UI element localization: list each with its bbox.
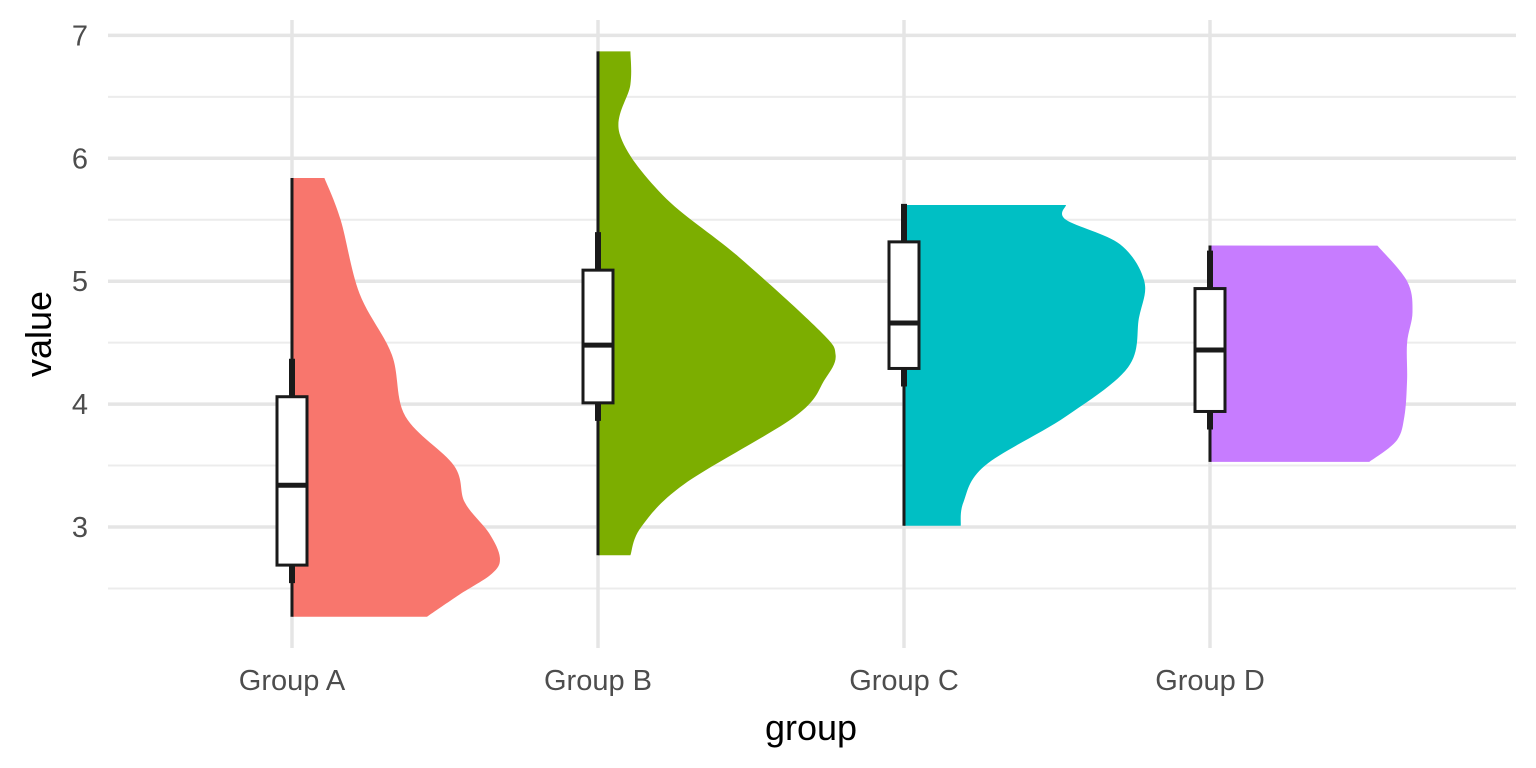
violin-group-a: [292, 177, 500, 617]
y-tick-label: 7: [72, 20, 88, 52]
y-axis-title: value: [18, 291, 59, 377]
x-axis-ticks: Group A Group B Group C Group D: [239, 665, 1265, 697]
box-group-c: [887, 240, 921, 370]
y-tick-label: 5: [72, 266, 88, 298]
box-group-b: [581, 268, 615, 405]
x-tick-label: Group A: [239, 665, 346, 697]
x-axis-title: group: [765, 707, 857, 748]
x-tick-label: Group B: [544, 665, 652, 697]
y-tick-label: 4: [72, 389, 88, 421]
y-axis-ticks: 3 4 5 6 7: [72, 20, 88, 544]
violin-layer: [292, 51, 1413, 617]
violin-group-b: [598, 51, 836, 556]
x-tick-label: Group D: [1155, 665, 1265, 697]
boxplot-layer: [275, 51, 1227, 617]
y-tick-label: 6: [72, 143, 88, 175]
x-tick-label: Group C: [849, 665, 959, 697]
violin-group-c: [904, 205, 1146, 526]
violin-group-d: [1210, 245, 1413, 462]
box-group-a: [275, 395, 309, 567]
y-tick-label: 3: [72, 512, 88, 544]
